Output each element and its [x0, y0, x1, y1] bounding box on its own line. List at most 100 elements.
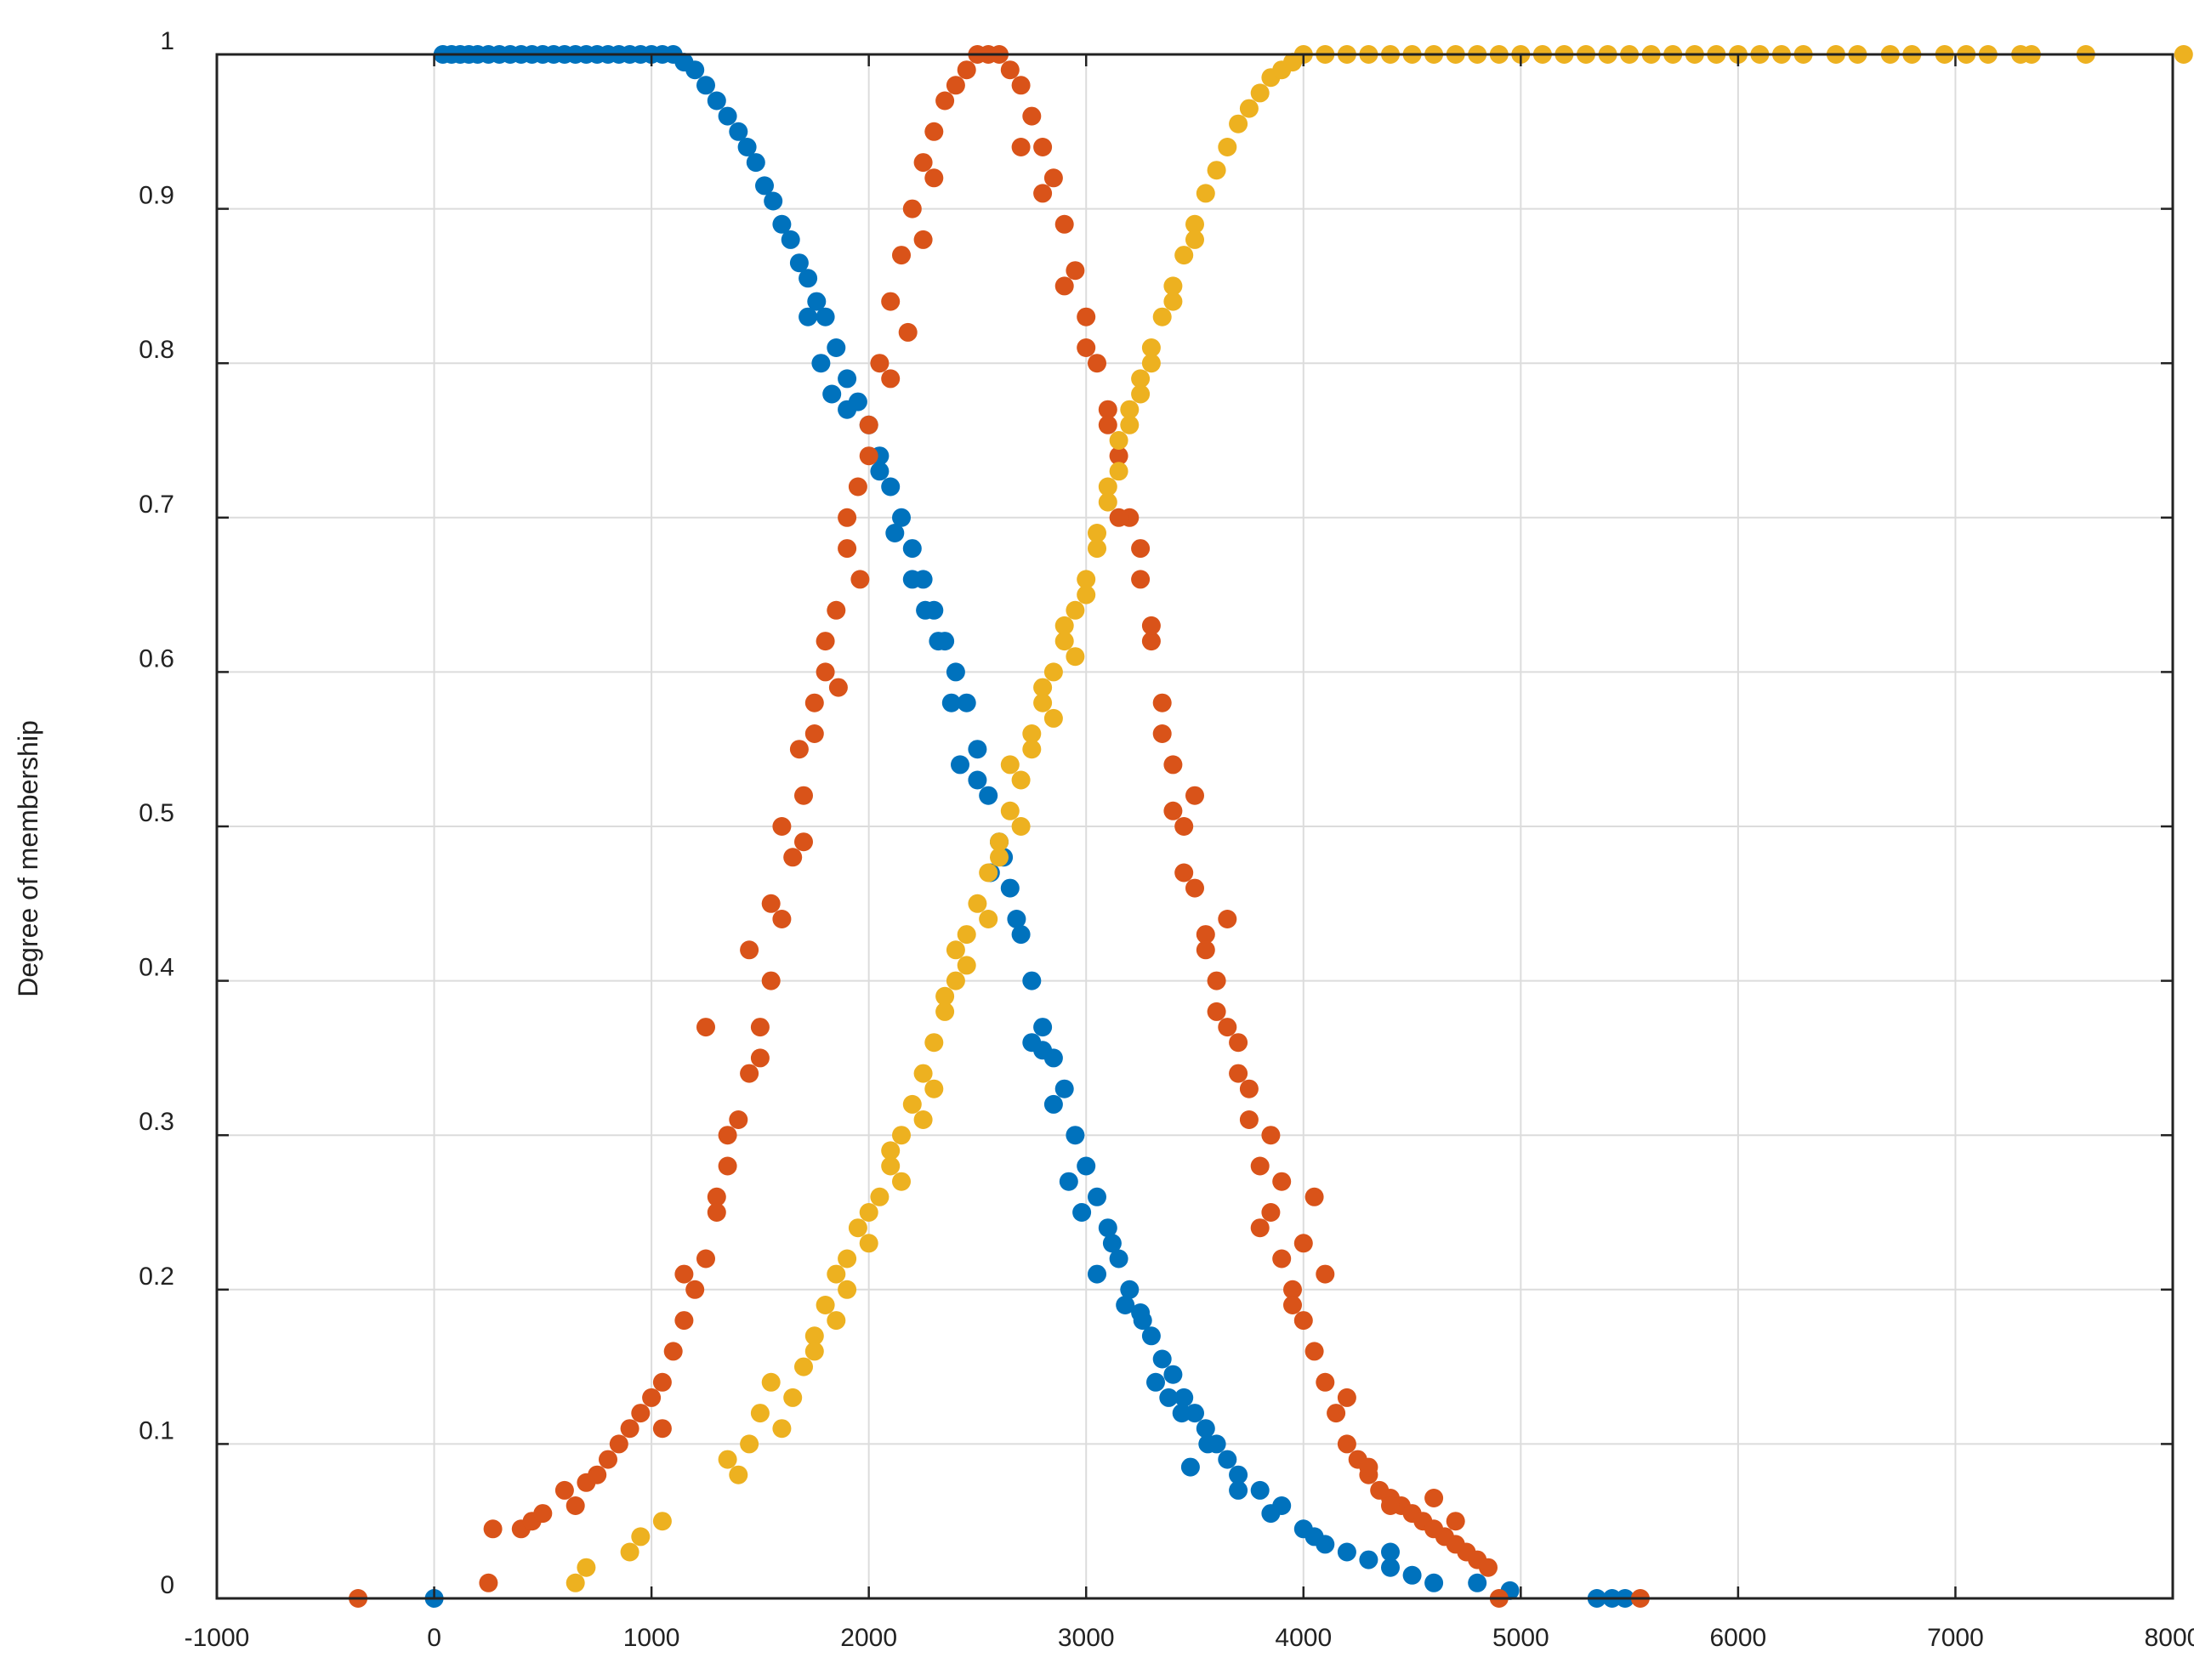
data-point-series-1 — [1120, 1280, 1140, 1299]
data-point-series-2 — [707, 1187, 726, 1206]
data-point-series-2 — [479, 1573, 498, 1592]
data-point-series-1 — [1196, 1419, 1215, 1439]
data-point-series-3 — [957, 925, 976, 945]
data-point-series-1 — [746, 153, 765, 173]
data-point-series-2 — [750, 1048, 770, 1068]
data-point-series-1 — [838, 400, 857, 419]
data-point-series-1 — [1109, 1249, 1128, 1269]
data-point-series-3 — [1120, 400, 1140, 419]
data-point-series-3 — [881, 1141, 901, 1161]
data-point-series-3 — [1174, 246, 1194, 265]
data-point-series-3 — [1109, 462, 1128, 481]
data-point-series-2 — [892, 246, 911, 265]
data-point-series-2 — [827, 600, 846, 620]
data-point-series-2 — [1218, 910, 1237, 928]
data-point-series-2 — [1088, 354, 1106, 373]
data-point-series-3 — [1066, 647, 1085, 667]
data-point-series-1 — [827, 338, 846, 357]
data-point-series-2 — [870, 354, 890, 373]
data-point-series-1 — [1468, 1573, 1487, 1592]
data-point-series-1 — [1229, 1480, 1248, 1500]
data-point-series-1 — [816, 307, 835, 326]
y-tick-label: 0.4 — [139, 954, 174, 982]
data-point-series-2 — [729, 1110, 748, 1129]
data-point-series-2 — [696, 1018, 715, 1037]
data-point-series-1 — [1174, 1388, 1194, 1407]
data-point-series-1 — [1088, 1264, 1106, 1284]
data-point-series-2 — [898, 322, 918, 342]
data-point-series-3 — [924, 1033, 944, 1053]
y-tick-label: 0.3 — [139, 1108, 174, 1136]
data-point-series-1 — [1033, 1018, 1053, 1037]
data-point-series-2 — [935, 91, 955, 111]
data-point-series-2 — [1239, 1079, 1259, 1098]
data-point-series-2 — [761, 894, 781, 913]
data-point-series-3 — [827, 1311, 846, 1331]
data-point-series-2 — [1043, 168, 1063, 188]
data-point-series-3 — [1000, 801, 1020, 820]
data-point-series-2 — [1283, 1296, 1302, 1314]
data-point-series-2 — [794, 786, 813, 805]
y-tick-label: 0.6 — [139, 644, 174, 673]
data-point-series-3 — [1033, 678, 1053, 697]
data-point-series-2 — [1479, 1558, 1498, 1577]
data-point-series-2 — [1077, 338, 1096, 357]
data-point-series-3 — [1163, 292, 1183, 311]
data-point-series-3 — [750, 1404, 770, 1423]
data-point-series-1 — [1159, 1388, 1179, 1407]
data-point-series-3 — [1066, 600, 1085, 620]
data-point-series-1 — [1198, 1434, 1218, 1454]
x-tick-label: 4000 — [1275, 1624, 1332, 1652]
data-point-series-1 — [892, 508, 911, 527]
data-point-series-1 — [729, 122, 748, 141]
data-point-series-2 — [1272, 1172, 1292, 1191]
data-point-series-3 — [859, 1234, 878, 1253]
data-point-series-1 — [1116, 1296, 1135, 1314]
data-point-series-2 — [783, 848, 803, 867]
data-point-series-2 — [1272, 1249, 1292, 1269]
data-point-series-1 — [1022, 971, 1042, 990]
data-point-series-3 — [761, 1372, 781, 1392]
y-tick-label: 0.9 — [139, 182, 174, 210]
data-point-series-2 — [789, 740, 809, 759]
data-point-series-3 — [1077, 570, 1096, 589]
data-point-series-3 — [935, 1002, 955, 1021]
data-point-series-2 — [609, 1434, 628, 1454]
data-point-series-3 — [1022, 724, 1042, 743]
data-point-series-3 — [1088, 539, 1106, 559]
data-point-series-2 — [1011, 138, 1031, 156]
data-point-series-3 — [783, 1388, 803, 1407]
data-point-series-2 — [902, 199, 922, 219]
data-point-series-3 — [848, 1218, 867, 1238]
data-point-series-1 — [799, 307, 818, 326]
data-point-series-2 — [1152, 724, 1172, 743]
data-point-series-3 — [892, 1172, 911, 1191]
data-point-series-2 — [913, 153, 933, 173]
data-point-series-1 — [885, 524, 905, 542]
data-point-series-3 — [990, 848, 1009, 867]
data-point-series-1 — [1054, 1079, 1074, 1098]
data-point-series-1 — [1172, 1404, 1191, 1423]
data-point-series-3 — [816, 1296, 835, 1314]
data-point-series-3 — [924, 1079, 944, 1098]
data-point-series-1 — [1088, 1187, 1106, 1206]
data-point-series-2 — [1229, 1033, 1248, 1053]
data-point-series-2 — [1077, 307, 1096, 326]
data-point-series-2 — [957, 60, 976, 80]
data-point-series-1 — [1011, 925, 1031, 945]
data-point-series-2 — [1174, 863, 1194, 883]
data-point-series-2 — [1316, 1372, 1335, 1392]
data-point-series-3 — [990, 832, 1009, 852]
data-point-series-1 — [1163, 1365, 1183, 1384]
data-point-series-2 — [1250, 1156, 1270, 1176]
data-point-series-1 — [979, 786, 998, 805]
data-point-series-3 — [1054, 632, 1074, 651]
data-point-series-3 — [652, 1512, 672, 1531]
data-point-series-3 — [804, 1326, 824, 1346]
data-point-series-3 — [1011, 770, 1031, 790]
data-point-series-2 — [1293, 1311, 1313, 1331]
data-point-series-2 — [1446, 1512, 1465, 1531]
data-point-series-3 — [1207, 161, 1226, 180]
x-tick-label: 6000 — [1710, 1624, 1767, 1652]
